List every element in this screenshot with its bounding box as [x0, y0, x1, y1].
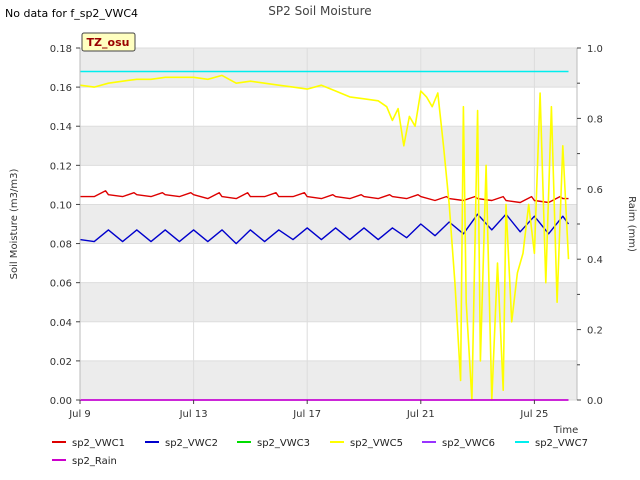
y2-tick-label: 0.8 — [587, 114, 603, 125]
x-axis-label: Time — [553, 425, 578, 436]
legend-label: sp2_VWC3 — [257, 438, 310, 449]
legend-item-sp2_Rain: sp2_Rain — [52, 456, 117, 467]
grid-band — [80, 48, 577, 88]
y2-tick-label: 0.4 — [587, 255, 603, 266]
y2-tick-label: 0.6 — [587, 185, 603, 196]
legend-label: sp2_VWC2 — [165, 438, 218, 449]
x-tick-label: Jul 17 — [292, 409, 321, 420]
legend-item-sp2_VWC7: sp2_VWC7 — [515, 438, 588, 449]
x-tick-label: Jul 25 — [519, 409, 548, 420]
series-layer — [79, 70, 570, 401]
series-line-sp2_VWC5 — [79, 74, 570, 401]
y-tick-label: 0.02 — [50, 357, 72, 368]
legend-label: sp2_VWC1 — [72, 438, 125, 449]
y-tick-label: 0.12 — [50, 161, 72, 172]
legend-label: sp2_VWC6 — [442, 438, 495, 449]
series-line-sp2_VWC2 — [79, 213, 570, 245]
x-tick-label: Jul 9 — [68, 409, 91, 420]
no-data-note: No data for f_sp2_VWC4 — [5, 7, 139, 20]
plot-background-bands — [80, 48, 577, 400]
y2-tick-label: 0.0 — [587, 396, 603, 407]
legend-item-sp2_VWC6: sp2_VWC6 — [422, 438, 495, 449]
grid-band — [80, 282, 577, 322]
y2-tick-label: 0.2 — [587, 326, 603, 337]
x-tick-label: Jul 13 — [179, 409, 208, 420]
grid-lines — [79, 47, 577, 401]
y-tick-label: 0.10 — [50, 200, 72, 211]
legend-item-sp2_VWC1: sp2_VWC1 — [52, 438, 125, 449]
site-badge-box — [81, 32, 136, 52]
axes: 0.00 0.02 0.04 0.06 0.08 0.10 0.12 0.14 0.16 0.18… — [9, 4, 637, 436]
legend-label: sp2_VWC7 — [535, 438, 588, 449]
y-tick-label: 0.04 — [50, 318, 72, 329]
grid-band — [80, 126, 577, 166]
grid-band — [80, 204, 577, 244]
y-tick-label: 0.00 — [50, 396, 72, 407]
x-tick-label: Jul 21 — [406, 409, 435, 420]
legend: sp2_VWC1 sp2_VWC2 sp2_VWC3 sp2_VWC5 sp2_VWC6… — [52, 438, 588, 467]
y-axis-label: Soil Moisture (m3/m3) — [9, 169, 20, 280]
grid-band — [80, 360, 577, 400]
chart-title: SP2 Soil Moisture — [268, 4, 371, 18]
legend-label: sp2_VWC5 — [350, 438, 403, 449]
legend-item-sp2_VWC3: sp2_VWC3 — [237, 438, 310, 449]
y-tick-label: 0.06 — [50, 279, 72, 290]
y2-tick-label: 1.0 — [587, 44, 603, 55]
y-tick-label: 0.16 — [50, 83, 72, 94]
legend-label: sp2_Rain — [72, 456, 117, 467]
legend-item-sp2_VWC5: sp2_VWC5 — [330, 438, 403, 449]
y-tick-label: 0.18 — [50, 44, 72, 55]
y-tick-label: 0.14 — [50, 122, 72, 133]
series-line-sp2_VWC1 — [80, 190, 569, 204]
site-badge-label: TZ_osu — [87, 36, 130, 49]
legend-item-sp2_VWC2: sp2_VWC2 — [145, 438, 218, 449]
y2-axis-label: Raim (mm) — [626, 196, 637, 252]
y-tick-label: 0.08 — [50, 240, 72, 251]
